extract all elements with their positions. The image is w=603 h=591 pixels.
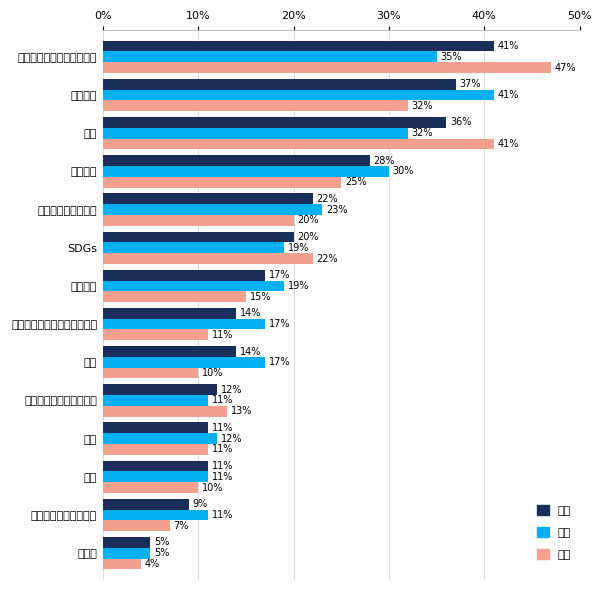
Text: 28%: 28% (374, 155, 395, 165)
Bar (103, 537, 151, 548)
Bar (103, 242, 284, 253)
Bar (103, 291, 246, 302)
Text: 17%: 17% (269, 270, 290, 280)
Text: 14%: 14% (240, 346, 262, 356)
Text: 47%: 47% (555, 63, 576, 73)
Bar (103, 472, 207, 482)
Text: 4%: 4% (145, 559, 160, 569)
Bar (103, 253, 312, 264)
Legend: 全体, 男性, 女性: 全体, 男性, 女性 (534, 502, 574, 563)
Bar (103, 155, 370, 166)
Text: 12%: 12% (221, 385, 242, 395)
Bar (103, 281, 284, 291)
Bar (103, 51, 437, 62)
Bar (103, 406, 227, 417)
Bar (103, 90, 494, 100)
Text: 41%: 41% (497, 90, 519, 100)
Bar (103, 215, 294, 226)
Bar (103, 558, 141, 569)
Bar (103, 330, 207, 340)
Text: 22%: 22% (317, 254, 338, 264)
Bar (103, 319, 265, 330)
Text: 11%: 11% (212, 395, 233, 405)
Text: 20%: 20% (297, 232, 319, 242)
Text: 32%: 32% (412, 101, 433, 111)
Text: 11%: 11% (212, 444, 233, 454)
Text: 11%: 11% (212, 330, 233, 340)
Text: 35%: 35% (440, 52, 462, 62)
Text: 11%: 11% (212, 510, 233, 520)
Bar (103, 423, 207, 433)
Text: 19%: 19% (288, 281, 309, 291)
Text: 30%: 30% (393, 167, 414, 176)
Text: 9%: 9% (192, 499, 207, 509)
Text: 23%: 23% (326, 204, 347, 215)
Bar (103, 499, 189, 509)
Bar (103, 41, 494, 51)
Text: 10%: 10% (202, 483, 223, 492)
Text: 20%: 20% (297, 215, 319, 225)
Text: 25%: 25% (345, 177, 367, 187)
Text: 11%: 11% (212, 472, 233, 482)
Bar (103, 509, 207, 520)
Text: 19%: 19% (288, 243, 309, 253)
Bar (103, 139, 494, 150)
Text: 41%: 41% (497, 139, 519, 149)
Bar (103, 100, 408, 111)
Text: 37%: 37% (459, 79, 481, 89)
Text: 5%: 5% (154, 537, 169, 547)
Text: 17%: 17% (269, 358, 290, 367)
Bar (103, 433, 217, 444)
Text: 14%: 14% (240, 309, 262, 319)
Text: 12%: 12% (221, 434, 242, 444)
Text: 11%: 11% (212, 423, 233, 433)
Bar (103, 177, 341, 187)
Text: 32%: 32% (412, 128, 433, 138)
Bar (103, 62, 551, 73)
Bar (103, 79, 456, 90)
Bar (103, 548, 151, 558)
Text: 36%: 36% (450, 118, 472, 128)
Bar (103, 308, 236, 319)
Bar (103, 444, 207, 455)
Text: 15%: 15% (250, 292, 271, 301)
Text: 17%: 17% (269, 319, 290, 329)
Bar (103, 368, 198, 378)
Text: 5%: 5% (154, 548, 169, 558)
Text: 7%: 7% (173, 521, 189, 531)
Bar (103, 232, 294, 242)
Text: 41%: 41% (497, 41, 519, 51)
Bar (103, 193, 312, 204)
Bar (103, 269, 265, 281)
Bar (103, 520, 169, 531)
Text: 13%: 13% (230, 406, 252, 416)
Bar (103, 128, 408, 139)
Bar (103, 357, 265, 368)
Bar (103, 384, 217, 395)
Bar (103, 166, 389, 177)
Bar (103, 482, 198, 493)
Bar (103, 204, 322, 215)
Bar (103, 460, 207, 472)
Text: 11%: 11% (212, 461, 233, 471)
Text: 22%: 22% (317, 194, 338, 204)
Text: 10%: 10% (202, 368, 223, 378)
Bar (103, 346, 236, 357)
Bar (103, 395, 207, 406)
Bar (103, 117, 446, 128)
